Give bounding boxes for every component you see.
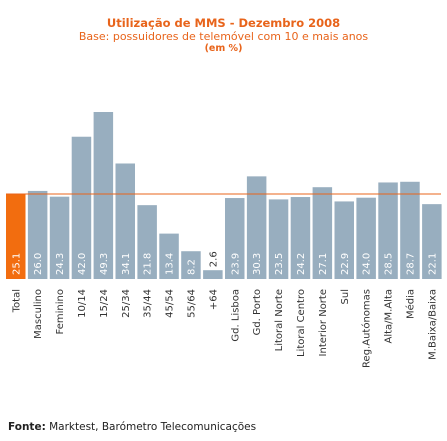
category-label-13: Litoral Centro [296, 289, 307, 357]
value-label-4: 49.3 [99, 253, 110, 275]
category-label-4: 15/24 [99, 289, 110, 318]
value-label-15: 22.9 [340, 253, 351, 275]
value-label-3: 42.0 [77, 253, 88, 275]
bar-16 [356, 197, 376, 279]
category-label-0: Total [11, 289, 22, 313]
value-label-8: 8.2 [186, 259, 197, 275]
chart-title: Utilização de MMS - Dezembro 2008 [106, 16, 341, 30]
value-label-12: 23.5 [274, 253, 285, 275]
bar-4 [93, 112, 114, 279]
value-label-19: 22.1 [427, 253, 438, 275]
category-label-12: Litoral Norte [274, 289, 285, 351]
value-label-9: 2.6 [208, 251, 219, 267]
chart-units: (em %) [204, 43, 243, 54]
value-label-11: 30.3 [252, 253, 263, 275]
category-label-9: +64 [208, 289, 219, 310]
bar-3 [71, 136, 92, 279]
category-label-15: Sul [340, 289, 351, 304]
bar-1 [27, 190, 48, 279]
bar-10 [225, 198, 245, 279]
source-label: Fonte: [8, 421, 46, 433]
category-label-8: 55/64 [186, 289, 197, 318]
bar-11 [246, 176, 267, 279]
category-label-3: 10/14 [77, 289, 88, 318]
source-text: Marktest, Barómetro Telecomunicações [45, 421, 257, 433]
value-label-13: 24.2 [296, 253, 307, 275]
value-label-0: 25.1 [11, 253, 22, 275]
bar-17 [378, 182, 398, 279]
category-label-10: Gd. Lisboa [230, 289, 241, 342]
bar-15 [334, 201, 354, 279]
bar-8 [181, 251, 201, 279]
value-label-10: 23.9 [230, 253, 241, 275]
value-label-2: 24.3 [55, 253, 66, 275]
bar-6 [137, 205, 157, 279]
bar-2 [49, 196, 70, 279]
category-label-7: 45/54 [165, 289, 176, 318]
value-label-7: 13.4 [165, 253, 176, 275]
bar-0 [6, 193, 26, 279]
value-label-6: 21.8 [143, 253, 154, 275]
value-label-5: 34.1 [121, 253, 132, 275]
category-label-5: 25/34 [121, 289, 132, 318]
bar-12 [268, 199, 289, 279]
source-note: Fonte: Marktest, Barómetro Telecomunicaç… [8, 421, 256, 433]
value-label-14: 27.1 [318, 253, 329, 275]
bar-18 [400, 181, 420, 279]
chart-header: Utilização de MMS - Dezembro 2008 Base: … [0, 16, 447, 55]
bar-13 [290, 197, 311, 279]
bar-19 [422, 204, 442, 279]
category-label-17: Alta/M.Alta [384, 289, 395, 344]
category-label-14: Interior Norte [318, 289, 329, 356]
value-label-17: 28.5 [384, 253, 395, 275]
category-label-18: Média [404, 289, 416, 319]
bar-5 [115, 163, 135, 279]
category-label-6: 35/44 [143, 289, 154, 318]
category-label-2: Feminino [55, 289, 66, 334]
bar-14 [312, 187, 333, 279]
value-label-18: 28.7 [405, 253, 416, 275]
bar-7 [159, 233, 179, 279]
value-label-16: 24.0 [362, 253, 373, 275]
value-label-1: 26.0 [33, 253, 44, 275]
category-label-19: M.Baixa/Baixa [427, 289, 438, 360]
category-label-1: Masculino [33, 289, 44, 339]
bar-9 [203, 270, 223, 279]
category-label-16: Reg.Autónomas [361, 289, 373, 368]
category-label-11: Gd. Porto [252, 289, 263, 335]
chart-subtitle: Base: possuidores de telemóvel com 10 e … [78, 30, 369, 43]
